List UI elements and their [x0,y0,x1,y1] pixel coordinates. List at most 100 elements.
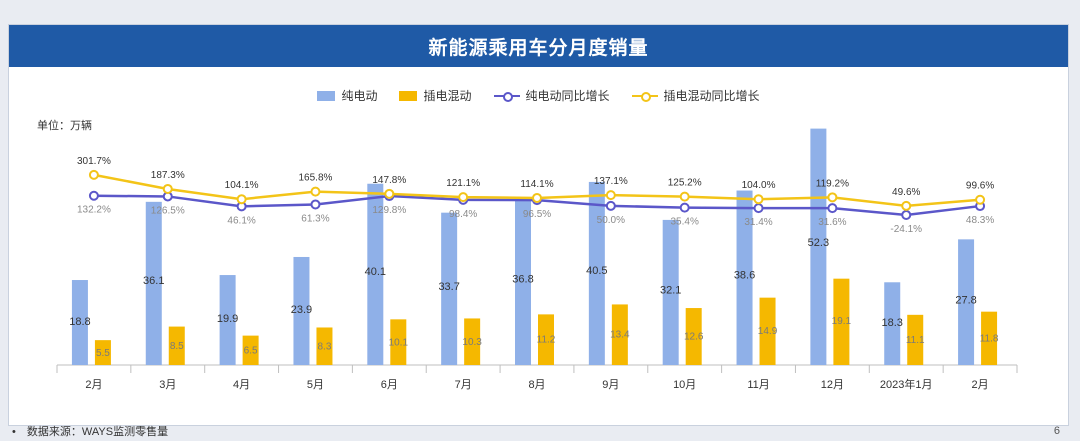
bar-phev [464,318,481,365]
phev-growth-point [901,200,912,211]
legend-label-phev-growth: 插电混动同比增长 [663,89,760,103]
data-label-phev: 12.6 [684,331,704,342]
bar-bev [219,275,236,365]
bar-phev [833,278,850,365]
bev-growth-label: 98.4% [449,209,477,220]
data-label-phev: 19.1 [832,316,852,327]
legend-label-phev: 插电混动 [423,89,472,103]
data-label-bev: 52.3 [808,237,829,249]
bev-growth-point [310,199,321,210]
data-label-bev: 36.8 [512,274,533,286]
bev-growth-point [827,203,838,214]
bev-growth-label: 35.4% [671,217,699,228]
data-label-bev: 18.8 [69,316,90,328]
bev-growth-point [679,202,690,213]
data-label-phev: 11.1 [906,335,925,346]
data-label-phev: 11.2 [537,335,556,346]
data-label-phev: 5.5 [96,348,110,359]
phev-growth-point [679,191,690,202]
bev-growth-point [753,203,764,214]
phev-growth-point [162,183,173,194]
bar-bev [71,280,88,365]
bev-growth-label: 48.3% [966,215,994,226]
bar-phev [759,297,776,365]
chart-title: 新能源乘用车分月度销量 [9,25,1068,67]
data-label-phev: 11.8 [980,333,999,344]
legend-swatch-phev-growth [631,91,658,102]
bar-phev [685,308,702,365]
phev-growth-point [532,192,542,203]
data-label-bev: 36.1 [143,275,164,287]
phev-growth-label: 187.3% [151,170,185,181]
legend-item-bev: 纯电动 [317,87,377,104]
legend-label-bev-growth: 纯电动同比增长 [525,89,610,103]
phev-growth-label: 147.8% [372,175,406,186]
bev-growth-point [901,209,912,220]
bar-bev [441,212,458,365]
legend-label-bev: 纯电动 [341,89,378,103]
data-label-bev: 33.7 [438,281,459,293]
legend-swatch-bev [317,90,336,101]
bev-growth-point [605,200,616,211]
bar-bev [810,128,827,365]
phev-growth-point [827,192,838,203]
data-label-bev: 27.8 [955,295,976,307]
data-label-bev: 19.9 [217,313,238,325]
data-label-phev: 10.1 [389,337,409,348]
data-label-phev: 8.3 [318,341,332,352]
x-tick-label: 7月 [455,379,472,391]
bev-growth-label: 61.3% [301,213,329,224]
bev-growth-label: 50.0% [597,215,625,226]
data-label-phev: 13.4 [610,330,630,341]
x-tick-label: 2月 [972,379,989,391]
bar-phev [316,327,333,365]
bar-bev [367,183,384,365]
x-tick-label: 8月 [528,379,545,391]
data-label-bev: 40.1 [365,266,386,278]
legend-item-phev-growth: 插电混动同比增长 [631,87,760,104]
data-label-phev: 8.5 [170,341,184,352]
bar-bev [958,239,975,365]
bev-growth-point [88,190,99,201]
x-tick-label: 5月 [307,379,324,391]
phev-growth-label: 104.1% [225,180,259,191]
data-label-phev: 10.3 [462,337,482,348]
phev-growth-label: 114.1% [520,179,553,190]
bev-growth-label: 126.5% [151,205,185,216]
data-label-bev: 23.9 [291,304,312,316]
bev-growth-label: 96.5% [523,209,551,220]
bar-phev [242,335,259,365]
bev-growth-label: 129.8% [372,205,406,216]
phev-growth-point [753,194,764,205]
legend-item-phev: 插电混动 [399,87,472,104]
bev-growth-label: 132.2% [77,205,111,216]
phev-growth-label: 125.2% [668,178,702,189]
footer-source-text: 数据来源：WAYS监测零售量 [26,426,169,438]
page-number: 6 [1053,425,1060,437]
phev-growth-label: 121.1% [446,178,480,189]
phev-growth-label: 119.2% [816,178,849,189]
phev-growth-label: 165.8% [299,173,333,184]
bev-growth-label: -24.1% [890,224,922,235]
bar-bev [662,219,679,365]
footer-bullet: • [12,426,16,438]
data-label-bev: 38.6 [734,269,755,281]
data-label-bev: 18.3 [882,317,903,329]
phev-growth-point [975,194,986,205]
bar-bev [293,256,310,365]
phev-growth-label: 104.0% [742,180,776,191]
phev-growth-point [310,186,321,197]
bar-phev [538,314,554,365]
x-tick-label: 12月 [821,379,844,391]
phev-growth-label: 49.6% [892,187,920,198]
phev-growth-label: 99.6% [966,181,994,192]
bar-phev [168,326,185,365]
bar-phev [907,314,924,365]
phev-growth-point [384,188,395,199]
x-tick-label: 6月 [381,379,398,391]
x-tick-label: 2023年1月 [880,377,933,391]
bev-growth-label: 31.6% [818,217,846,228]
data-label-bev: 32.1 [660,285,681,297]
bar-bev [736,190,753,365]
